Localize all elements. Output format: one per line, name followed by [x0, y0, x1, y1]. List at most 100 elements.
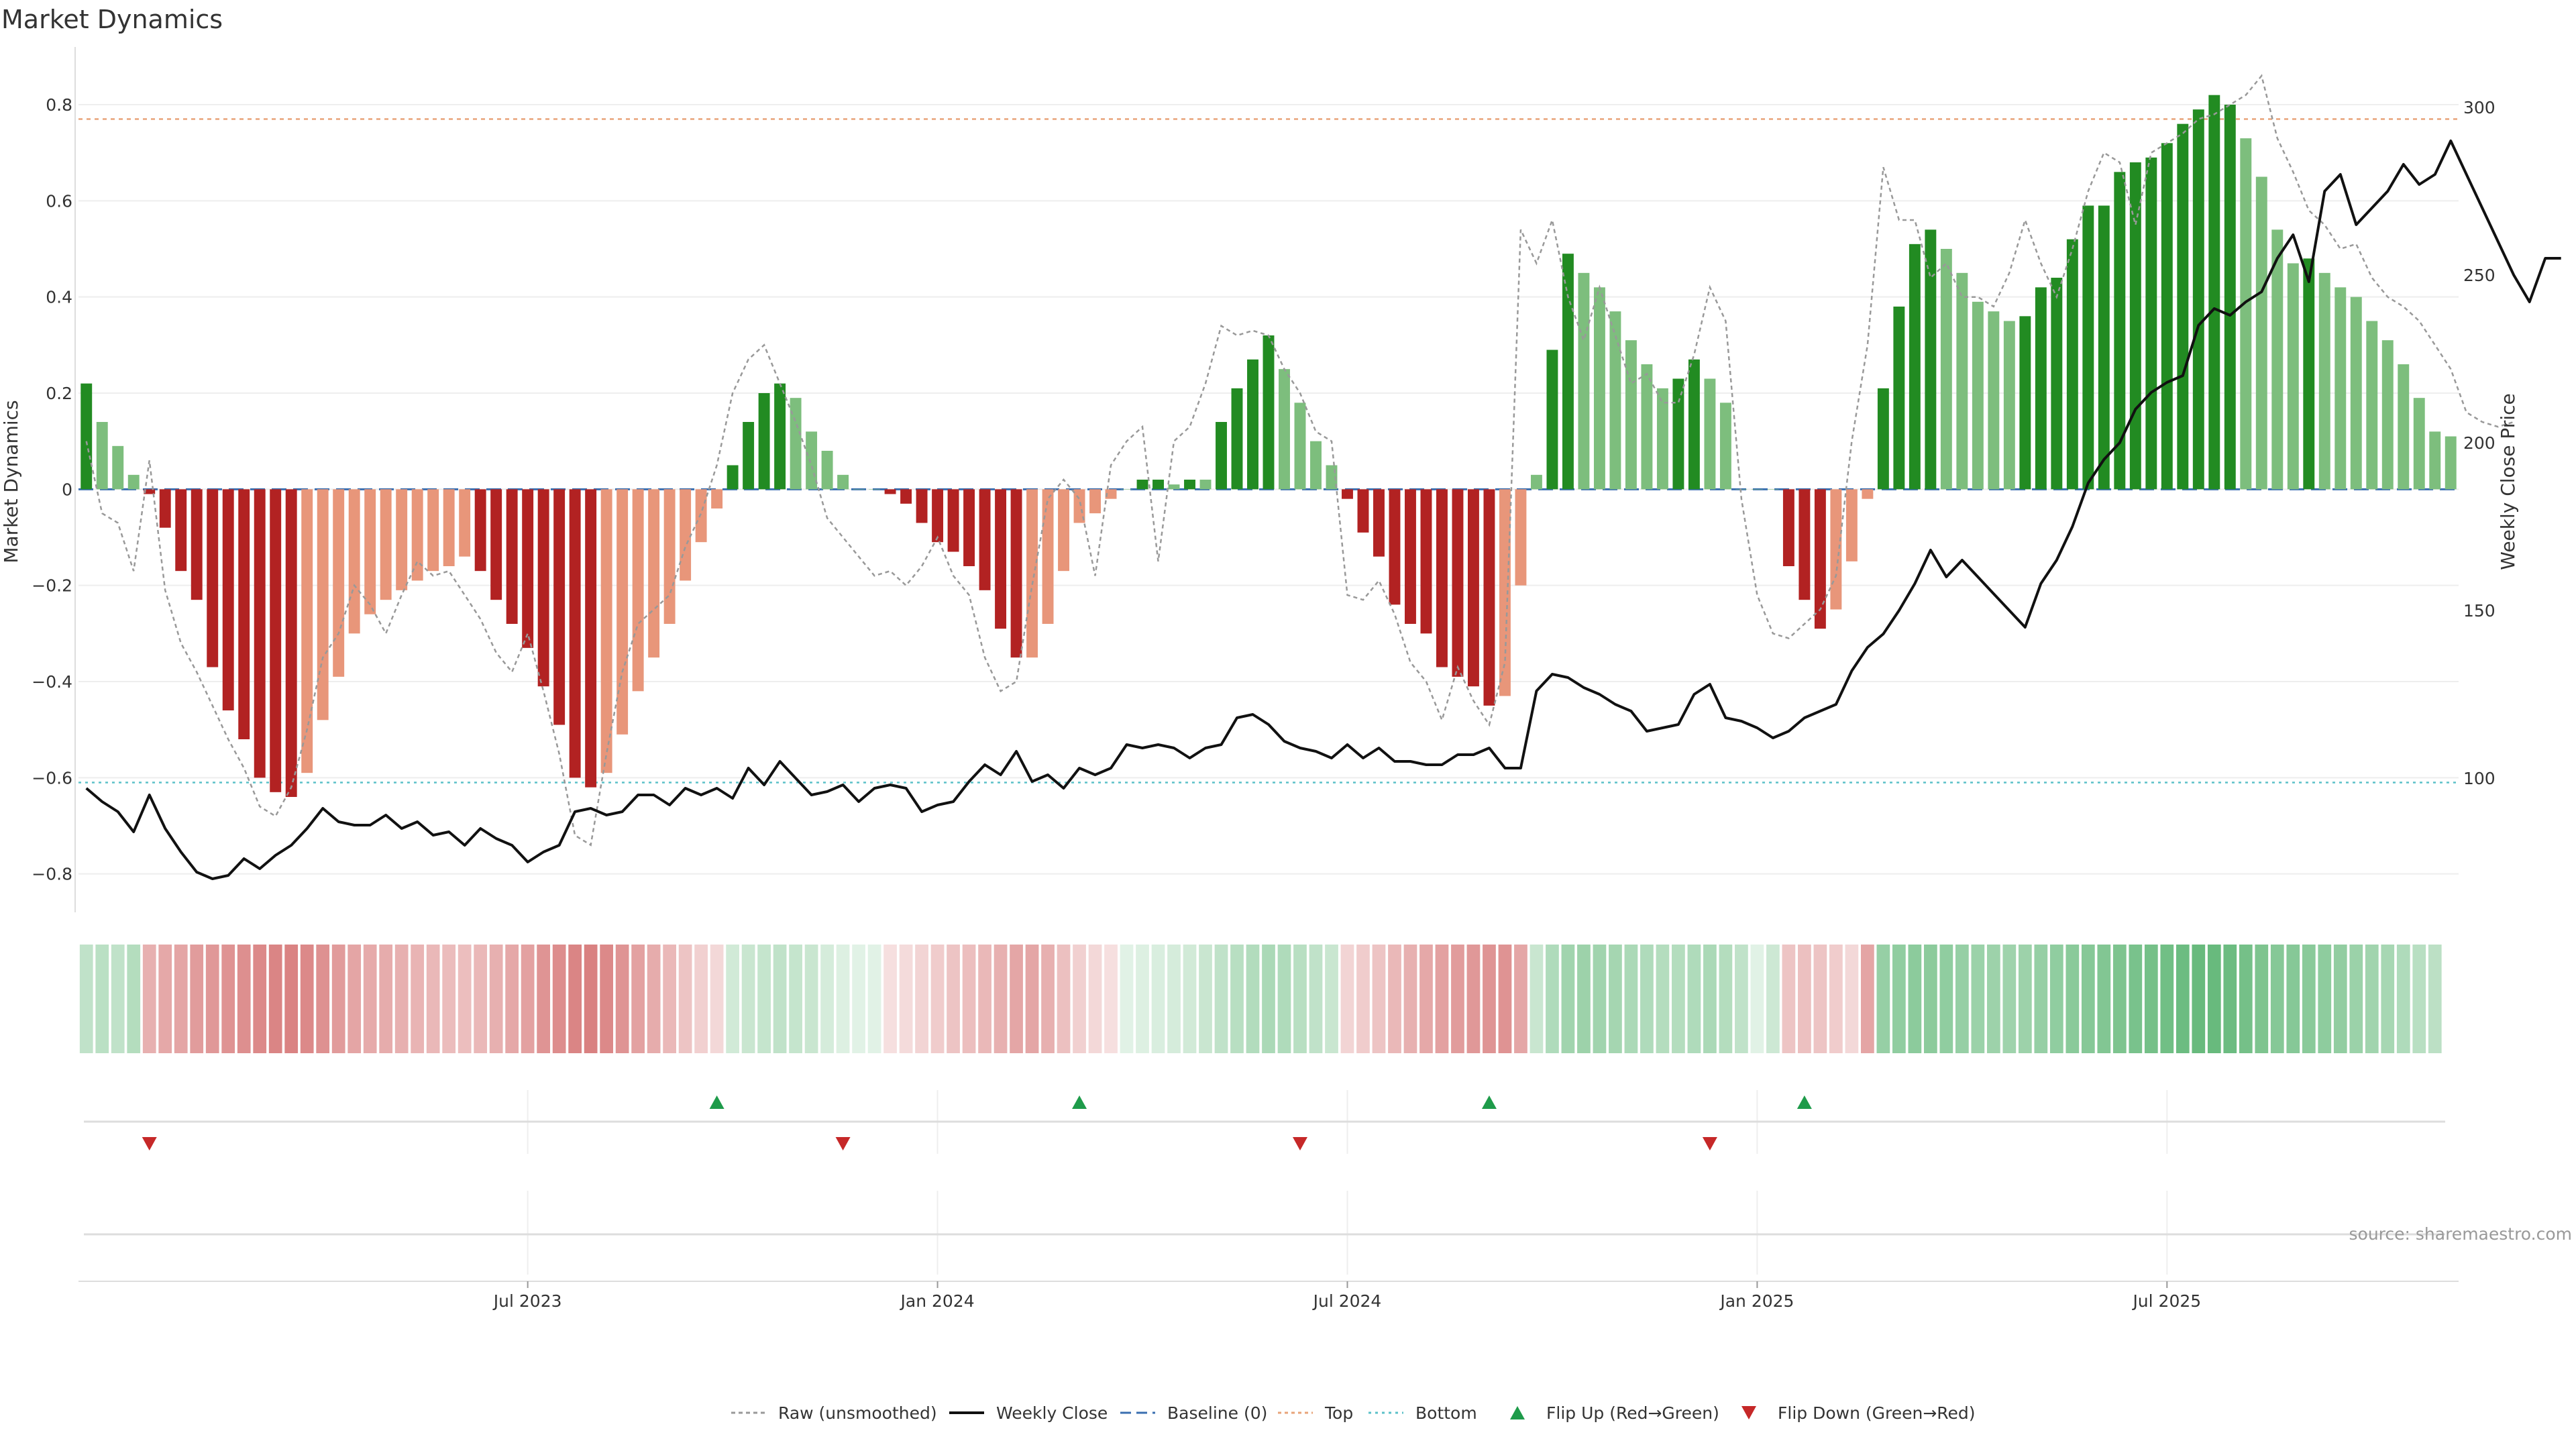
- bar: [2035, 287, 2047, 490]
- y-tick-label-left: −0.2: [32, 576, 72, 596]
- x-tick-label: Jan 2025: [1719, 1291, 1794, 1311]
- heatmap-cell: [1419, 945, 1433, 1053]
- bar: [191, 489, 203, 600]
- bar: [1247, 359, 1258, 490]
- bar: [2066, 239, 2078, 490]
- bar: [1026, 489, 1038, 658]
- bar: [301, 489, 313, 773]
- heatmap-cell: [1088, 945, 1102, 1053]
- bar: [2177, 123, 2189, 490]
- heatmap-cell: [253, 945, 267, 1053]
- bar: [1168, 484, 1180, 490]
- y-tick-label-right: 300: [2463, 98, 2496, 117]
- bar: [821, 451, 833, 490]
- heatmap-cell: [615, 945, 629, 1053]
- heatmap-cell: [2144, 945, 2158, 1053]
- x-tick-label: Jul 2025: [2131, 1291, 2201, 1311]
- heatmap-cell: [537, 945, 551, 1053]
- y-tick-label-right: 150: [2463, 601, 2496, 621]
- bar: [1893, 307, 1905, 490]
- legend-label: Weekly Close: [996, 1403, 1108, 1423]
- heatmap-cell: [2396, 945, 2410, 1053]
- bar: [743, 422, 755, 490]
- legend-label: Flip Down (Green→Red): [1778, 1403, 1976, 1423]
- flip-up-marker: [1796, 1095, 1812, 1109]
- heatmap-cell: [2065, 945, 2080, 1053]
- heatmap-cell: [1025, 945, 1039, 1053]
- bar: [1845, 489, 1858, 561]
- bar: [127, 474, 140, 490]
- heatmap-cell: [2049, 945, 2063, 1053]
- heatmap-cell: [757, 945, 771, 1053]
- bar: [900, 489, 912, 504]
- heatmap-cell: [1766, 945, 1780, 1053]
- heatmap-cell: [1687, 945, 1701, 1053]
- bar: [80, 383, 93, 490]
- heatmap-cell: [1466, 945, 1481, 1053]
- bar: [695, 489, 707, 543]
- bar: [1909, 244, 1921, 490]
- heatmap-cell: [1719, 945, 1733, 1053]
- bar: [396, 489, 408, 590]
- legend-label: Baseline (0): [1167, 1403, 1267, 1423]
- bar: [1058, 489, 1070, 572]
- bar: [1373, 489, 1385, 557]
- bar: [2445, 436, 2457, 490]
- bar: [1972, 301, 1984, 490]
- heatmap-cell: [1561, 945, 1575, 1053]
- heatmap-cell: [158, 945, 172, 1053]
- heatmap-cell: [899, 945, 913, 1053]
- flip-down-marker: [142, 1137, 157, 1150]
- heatmap-cell: [505, 945, 519, 1053]
- bar: [2208, 95, 2220, 490]
- bar: [1184, 480, 1195, 490]
- y-tick-label-left: 0.6: [46, 191, 72, 211]
- bar: [2098, 205, 2110, 490]
- bar: [2429, 431, 2441, 490]
- heatmap-cell: [1971, 945, 1985, 1053]
- heatmap-cell: [867, 945, 881, 1053]
- bar: [411, 489, 423, 581]
- heatmap-cell: [316, 945, 330, 1053]
- bar: [222, 489, 234, 710]
- heatmap-cell: [1214, 945, 1228, 1053]
- bar: [2224, 105, 2236, 490]
- heatmap-cell: [820, 945, 834, 1053]
- bar: [1231, 388, 1243, 490]
- chart-title: Market Dynamics: [1, 5, 223, 34]
- heatmap-cell: [1372, 945, 1386, 1053]
- heatmap-cell: [1813, 945, 1827, 1053]
- bar: [1105, 489, 1117, 499]
- heatmap-cell: [2428, 945, 2442, 1053]
- bar: [2303, 258, 2315, 490]
- bar: [1389, 489, 1401, 605]
- legend-label: Bottom: [1415, 1403, 1477, 1423]
- bar: [175, 489, 187, 572]
- heatmap-cell: [127, 945, 141, 1053]
- heatmap-cell: [1151, 945, 1165, 1053]
- flip-up-marker: [1072, 1095, 1087, 1109]
- bar: [1263, 335, 1275, 490]
- heatmap-cell: [521, 945, 535, 1053]
- heatmap-cell: [915, 945, 928, 1053]
- bar: [1940, 249, 1952, 490]
- flip-up-marker: [709, 1095, 724, 1109]
- bar: [2366, 321, 2378, 490]
- heatmap-cell: [1309, 945, 1323, 1053]
- bar: [270, 489, 282, 792]
- heatmap-cell: [600, 945, 614, 1053]
- bar: [963, 489, 975, 566]
- heatmap-cell: [978, 945, 991, 1053]
- y-tick-label-left: 0.2: [46, 384, 72, 403]
- bar: [727, 465, 739, 490]
- bar: [348, 489, 360, 634]
- heatmap-cell: [190, 945, 204, 1053]
- bar: [1814, 489, 1826, 629]
- bar: [1656, 388, 1668, 490]
- bar: [995, 489, 1007, 629]
- heatmap-cell: [1104, 945, 1118, 1053]
- bar: [1136, 480, 1148, 490]
- heatmap-cell: [2129, 945, 2143, 1053]
